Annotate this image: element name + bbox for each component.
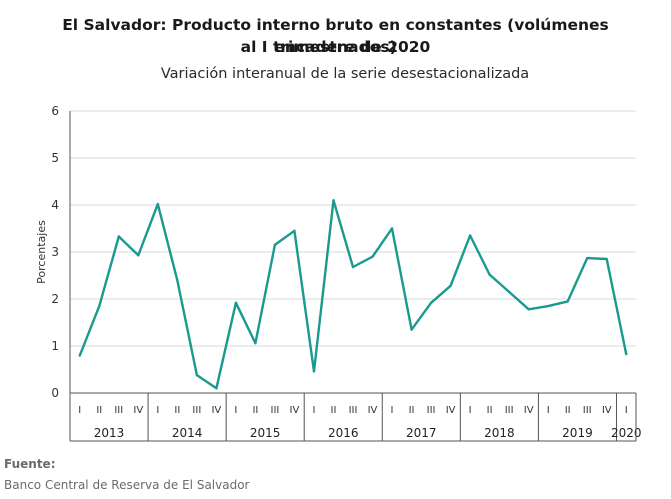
x-year-label: 2019 [562,426,593,440]
x-quarter-label: III [505,405,514,416]
source-text: Banco Central de Reserva de El Salvador [4,478,250,492]
x-quarter-label: II [487,405,493,416]
x-quarter-label: I [156,405,159,416]
x-quarter-label: II [409,405,415,416]
y-tick-label: 4 [51,198,59,212]
x-quarter-label: IV [133,405,143,416]
x-quarter-label: I [234,405,237,416]
x-quarter-label: IV [368,405,378,416]
x-quarter-label: III [114,405,123,416]
x-quarter-label: IV [290,405,300,416]
x-quarter-label: I [391,405,394,416]
data-point [351,265,355,269]
x-quarter-label: II [565,405,571,416]
y-tick-label: 3 [51,245,59,259]
x-quarter-label: III [192,405,201,416]
data-point [293,229,296,233]
data-point [234,301,238,304]
y-tick-label: 6 [51,104,59,118]
data-point [312,370,316,373]
series-line [78,199,628,390]
x-year-label: 2013 [94,426,125,440]
data-point [488,273,491,276]
x-year-label: 2017 [406,426,437,440]
x-quarter-label: III [583,405,592,416]
data-point [468,234,472,237]
data-point [215,387,218,390]
x-quarter-label: II [331,405,337,416]
x-quarter-label: IV [602,405,612,416]
data-point [527,308,530,311]
data-point [429,301,433,304]
data-point [117,235,120,238]
data-point [449,284,452,288]
y-axis-label: Porcentajes [35,220,48,284]
x-quarter-label: II [96,405,102,416]
x-quarter-label: I [78,405,81,416]
x-quarter-label: II [174,405,180,416]
data-point [332,199,335,202]
y-tick-label: 2 [51,292,59,306]
x-year-label: 2018 [484,426,515,440]
x-year-label: 2020 [611,426,642,440]
data-point [586,256,589,260]
x-year-label: 2016 [328,426,359,440]
data-point [254,341,257,345]
x-year-label: 2014 [172,426,203,440]
data-point [625,352,628,356]
chart-subtitle: Variación interanual de la serie desesta… [160,66,530,82]
x-quarter-label: IV [524,405,534,416]
data-point [605,257,608,261]
data-point [195,373,199,377]
data-point [546,304,550,308]
data-point [390,227,394,230]
data-point [507,290,511,294]
x-quarter-label: III [271,405,280,416]
x-quarter-label: III [349,405,358,416]
x-quarter-label: I [625,405,628,416]
chart-title-line-1: El Salvador: Producto interno bruto en c… [62,16,609,56]
data-point [156,202,160,206]
x-quarter-label: II [252,405,258,416]
y-tick-label: 0 [51,386,59,400]
x-quarter-label: III [427,405,436,416]
x-quarter-label: IV [211,405,221,416]
x-quarter-label: I [312,405,315,416]
chart-title-line-2: al I trimestre de 2020 [240,38,431,56]
x-quarter-label: IV [446,405,456,416]
data-point [176,279,179,282]
data-point [371,255,374,258]
data-point [273,243,277,247]
data-point [137,254,140,257]
source-label: Fuente: [4,457,56,471]
y-tick-label: 1 [51,339,59,353]
x-quarter-label: I [547,405,550,416]
y-tick-label: 5 [51,151,59,165]
data-point [78,354,81,357]
data-point [566,300,569,303]
x-quarter-label: I [469,405,472,416]
x-year-label: 2015 [250,426,281,440]
data-point [410,328,413,331]
data-point [98,304,101,308]
